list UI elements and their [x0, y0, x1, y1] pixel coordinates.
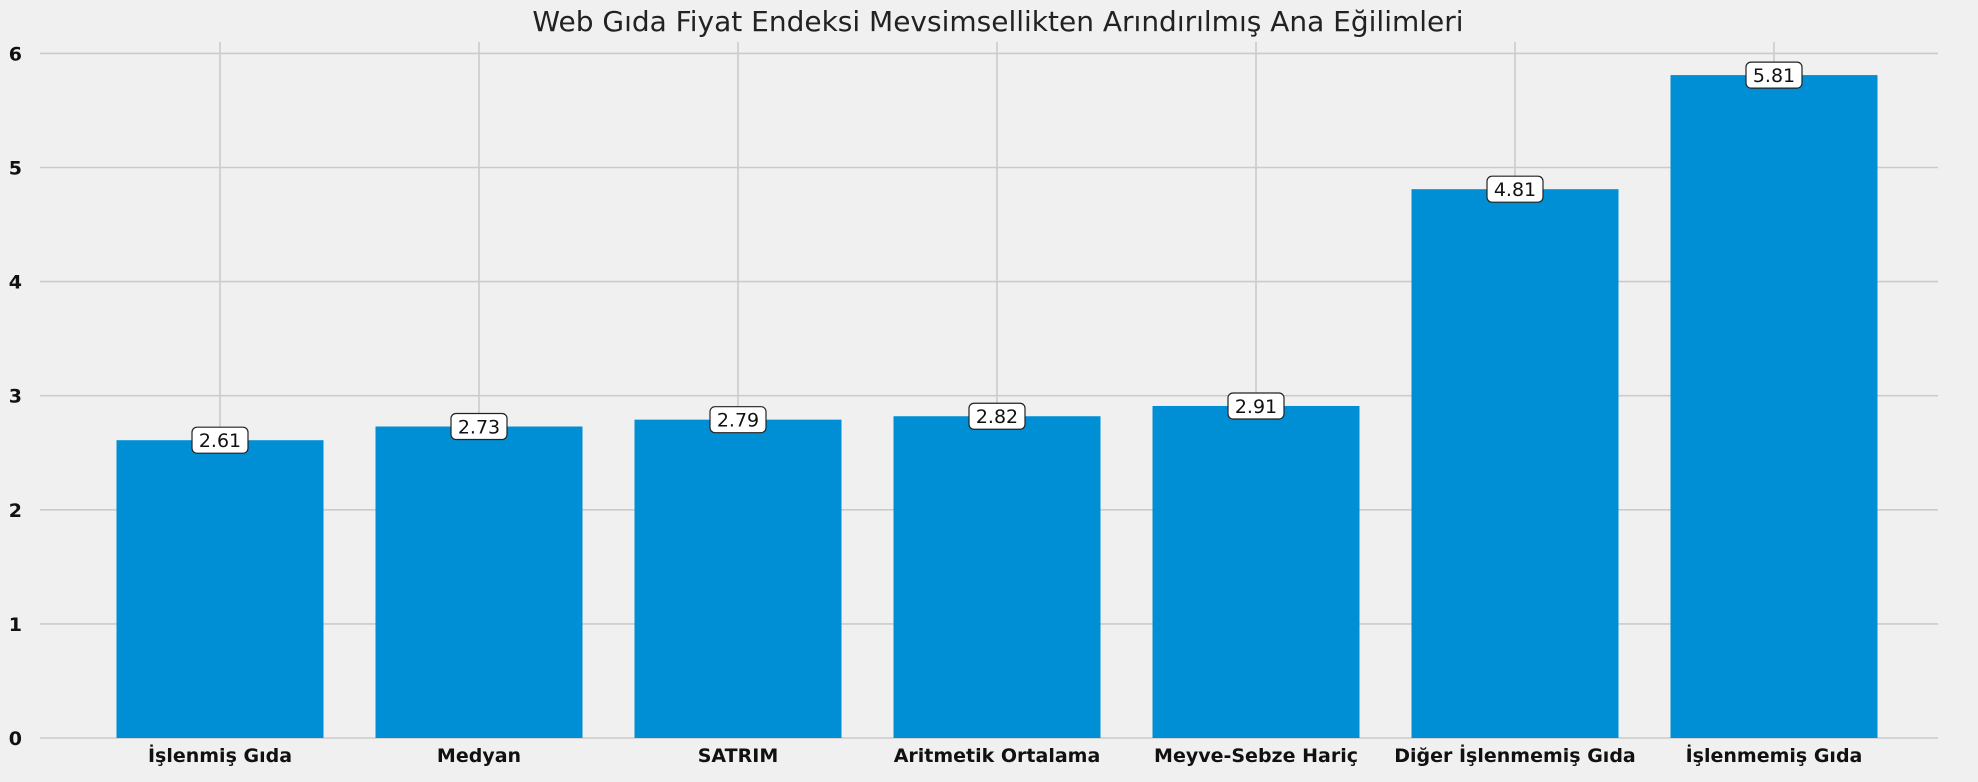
y-tick-label: 3 — [9, 386, 22, 408]
value-label: 2.79 — [717, 410, 759, 432]
value-label: 4.81 — [1494, 179, 1536, 201]
x-tick-label: Meyve-Sebze Hariç — [1154, 745, 1358, 767]
x-tick-label: Diğer İşlenmemiş Gıda — [1394, 743, 1636, 767]
bar — [1670, 75, 1878, 739]
value-label: 2.91 — [1235, 396, 1277, 418]
axes: 0 1 2 3 4 5 6 İşlenmiş Gıda Medyan SATRIM Aritmeti… — [9, 43, 1863, 767]
bars — [116, 75, 1878, 739]
value-label: 2.82 — [976, 406, 1018, 428]
value-label-box — [709, 406, 767, 434]
value-label-box — [191, 426, 249, 454]
bar — [375, 426, 583, 738]
chart-title: Web Gıda Fiyat Endeksi Mevsimsellikten A… — [532, 5, 1463, 38]
bar — [1411, 189, 1619, 738]
value-label-box — [450, 412, 508, 441]
value-label: 2.73 — [458, 417, 500, 439]
bar — [116, 440, 324, 738]
x-tick-label: SATRIM — [698, 745, 778, 767]
bar — [634, 419, 842, 738]
y-tick-label: 0 — [9, 728, 22, 750]
bar — [1152, 405, 1360, 738]
x-tick-label: İşlenmemiş Gıda — [1686, 743, 1863, 767]
x-tick-label: İşlenmiş Gıda — [148, 743, 292, 767]
y-tick-label: 2 — [9, 500, 22, 522]
value-label: 5.81 — [1753, 65, 1795, 87]
y-tick-label: 1 — [9, 614, 22, 636]
value-label-box — [1745, 61, 1803, 89]
y-tick-label: 4 — [9, 272, 22, 294]
y-tick-label: 5 — [9, 158, 22, 180]
bar — [893, 416, 1101, 738]
x-tick-label: Medyan — [437, 745, 521, 767]
value-label-box — [1486, 175, 1544, 203]
value-label-box — [1227, 392, 1285, 420]
value-labels: 2.61 2.73 2.79 2.82 2.91 4.81 5.81 — [191, 61, 1803, 454]
x-tick-label: Aritmetik Ortalama — [894, 745, 1101, 767]
y-tick-label: 6 — [9, 43, 22, 65]
value-label: 2.61 — [199, 430, 241, 452]
value-label-box — [968, 402, 1026, 430]
